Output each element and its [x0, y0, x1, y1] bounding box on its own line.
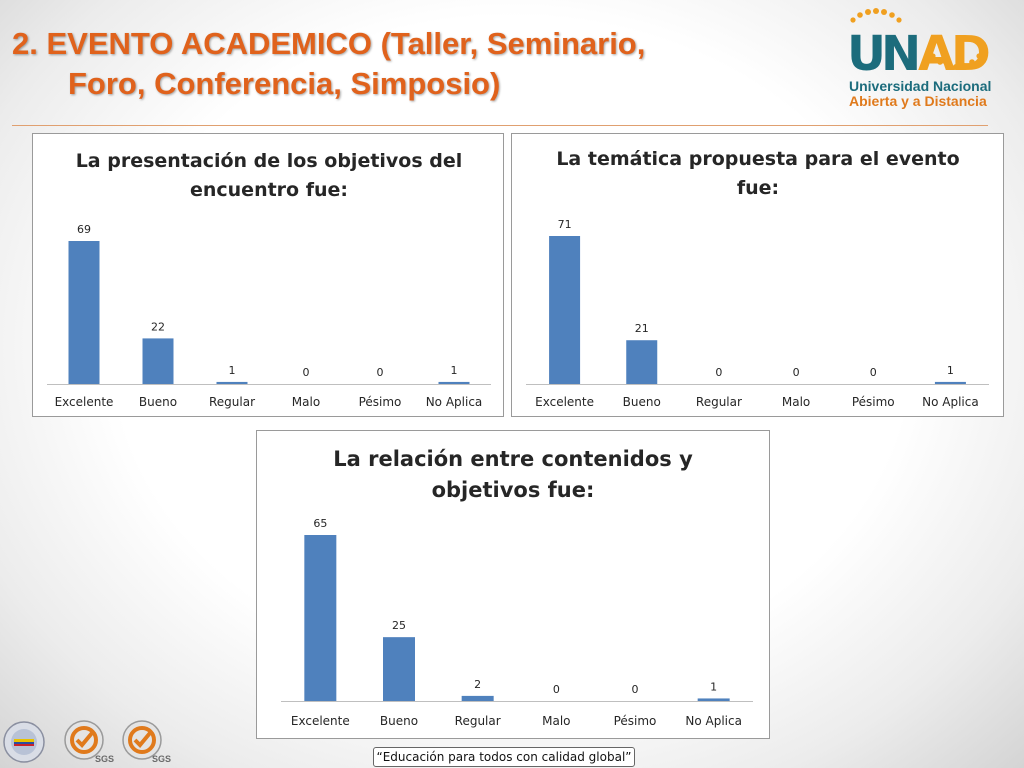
data-label: 0	[715, 366, 722, 379]
chart-1-svg: La presentación de los objetivos del encu…	[47, 150, 491, 409]
sgs-certification-icon: SGS	[122, 720, 171, 764]
category-label: Regular	[209, 395, 255, 409]
data-label: 0	[793, 366, 800, 379]
category-label: Malo	[782, 395, 810, 409]
unad-logo-mark-n: N	[881, 26, 921, 82]
unad-logo: U N A D Universidad Nacional Abierta y a…	[847, 8, 991, 109]
bar-no-aplica	[438, 381, 470, 384]
data-label: 25	[392, 619, 406, 632]
category-label: No Aplica	[426, 395, 483, 409]
bar-regular	[461, 695, 494, 701]
unad-logo-mark-a: A	[918, 26, 955, 82]
chart-3-svg: La relación entre contenidos y objetivos …	[281, 447, 753, 728]
data-label: 65	[313, 517, 327, 530]
data-label: 22	[151, 320, 165, 333]
category-label: Pésimo	[614, 714, 657, 728]
data-label: 71	[558, 218, 572, 231]
unad-logo-name-line1: Universidad Nacional	[849, 78, 991, 94]
sgs-label: SGS	[95, 754, 114, 764]
category-label: Pésimo	[852, 395, 895, 409]
data-label: 0	[303, 366, 310, 379]
data-label: 0	[870, 366, 877, 379]
chart-relacion-contenidos: La relación entre contenidos y objetivos …	[256, 430, 770, 739]
data-label: 0	[553, 683, 560, 696]
category-label: Malo	[292, 395, 320, 409]
data-label: 69	[77, 223, 91, 236]
chart-2-svg: La temática propuesta para el evento fue:…	[526, 148, 989, 409]
data-label: 2	[474, 678, 481, 691]
category-label: Bueno	[623, 395, 661, 409]
data-label: 1	[451, 364, 458, 377]
bar-no-aplica	[934, 381, 966, 384]
chart-title-line: La presentación de los objetivos del	[76, 150, 463, 172]
sgs-label: SGS	[152, 754, 171, 764]
chart-title-line: La temática propuesta para el evento	[556, 148, 959, 170]
certification-badges: SGS SGS	[3, 720, 171, 764]
category-label: Regular	[696, 395, 742, 409]
category-label: Pésimo	[359, 395, 402, 409]
chart-title-line: La relación entre contenidos y	[333, 447, 693, 471]
bar-bueno	[626, 340, 658, 384]
bar-excelente	[549, 236, 581, 384]
category-label: Bueno	[139, 395, 177, 409]
chart-title-line: objetivos fue:	[432, 478, 595, 502]
category-label: Bueno	[380, 714, 418, 728]
bar-bueno	[383, 637, 415, 701]
slide-title-line1: 2. EVENTO ACADEMICO (Taller, Seminario,	[12, 26, 646, 61]
bar-excelente	[304, 535, 337, 701]
bar-regular	[216, 381, 248, 384]
data-label: 0	[632, 683, 639, 696]
chart-title-line: encuentro fue:	[190, 179, 348, 201]
colombia-seal-icon	[3, 721, 45, 763]
category-label: Excelente	[535, 395, 594, 409]
category-label: Excelente	[291, 714, 350, 728]
chart-objetivos-presentacion: La presentación de los objetivos del encu…	[32, 133, 504, 417]
sgs-certification-icon: SGS	[64, 720, 114, 764]
data-label: 1	[229, 364, 236, 377]
title-divider	[12, 125, 988, 126]
data-label: 0	[377, 366, 384, 379]
slide-title: 2. EVENTO ACADEMICO (Taller, Seminario, …	[12, 24, 645, 104]
unad-logo-dots-icon	[850, 8, 982, 70]
data-label: 1	[947, 364, 954, 377]
unad-logo-name-line2: Abierta y a Distancia	[849, 93, 987, 109]
unad-logo-mark-u: U	[847, 26, 886, 82]
data-label: 1	[710, 680, 717, 693]
bar-excelente	[68, 241, 100, 384]
category-label: No Aplica	[685, 714, 742, 728]
bar-bueno	[142, 338, 174, 384]
category-label: Excelente	[55, 395, 114, 409]
category-label: Malo	[542, 714, 570, 728]
unad-logo-mark-d: D	[951, 26, 991, 82]
bar-no-aplica	[697, 698, 730, 701]
category-label: Regular	[455, 714, 501, 728]
chart-tematica-propuesta: La temática propuesta para el evento fue:…	[511, 133, 1004, 417]
category-label: No Aplica	[922, 395, 979, 409]
data-label: 21	[635, 322, 649, 335]
chart-title-line: fue:	[737, 177, 779, 199]
footer-slogan: “Educación para todos con calidad global…	[373, 747, 635, 767]
slide-title-line2: Foro, Conferencia, Simposio)	[68, 66, 501, 101]
